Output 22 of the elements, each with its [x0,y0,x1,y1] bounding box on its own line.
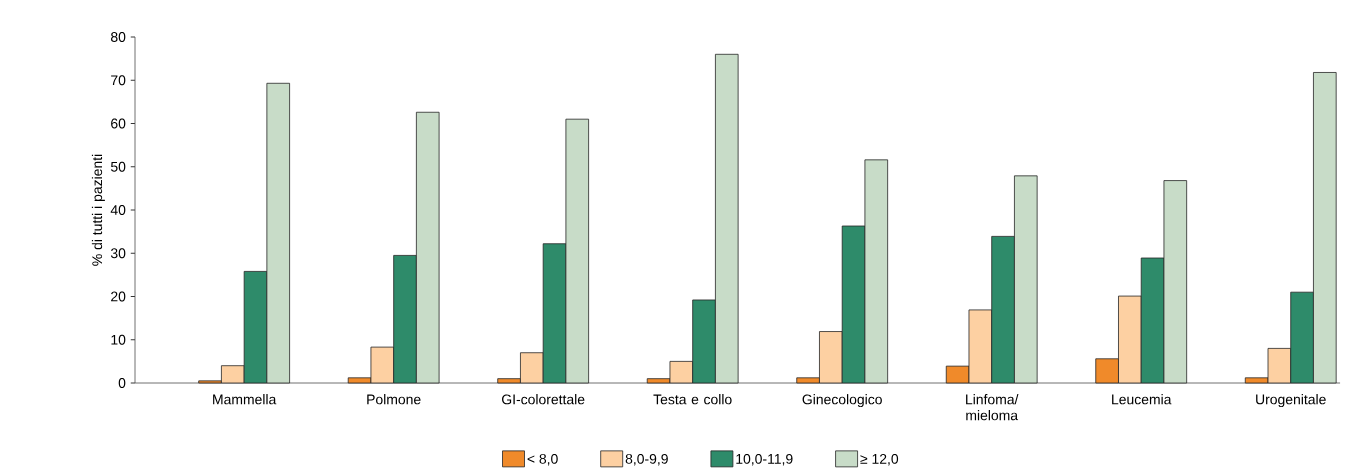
legend-label: 10,0-11,9 [736,453,793,466]
x-tick-label: Urogenitale [1256,394,1326,408]
x-tick-label: Mammella [213,394,277,405]
legend-label: ≥ 12,0 [860,453,899,466]
x-tick-label: Polmone [367,394,421,405]
x-tick-label: Ginecologico [802,394,882,408]
y-tick-label: 0 [118,378,126,388]
y-axis-title: % di tutti i pazienti [91,154,105,266]
y-tick-label: 50 [110,161,126,172]
y-tick-label: 60 [111,118,126,129]
x-tick-label: Testa e collo [653,394,732,405]
x-tick-label: GI-colorettale [502,394,585,405]
y-tick-label: 40 [110,205,126,215]
y-tick-label: 10 [111,334,126,345]
y-tick-label: 80 [111,32,126,42]
x-tick-label: Linfoma/ mieloma [966,394,1019,421]
legend-label: < 8,0 [527,453,558,466]
y-tick-label: 30 [110,248,126,259]
x-tick-label: Leucemia [1112,394,1172,405]
legend-label: 8,0-9,9 [625,453,668,466]
y-tick-label: 70 [111,75,126,86]
y-tick-label: 20 [111,291,126,302]
